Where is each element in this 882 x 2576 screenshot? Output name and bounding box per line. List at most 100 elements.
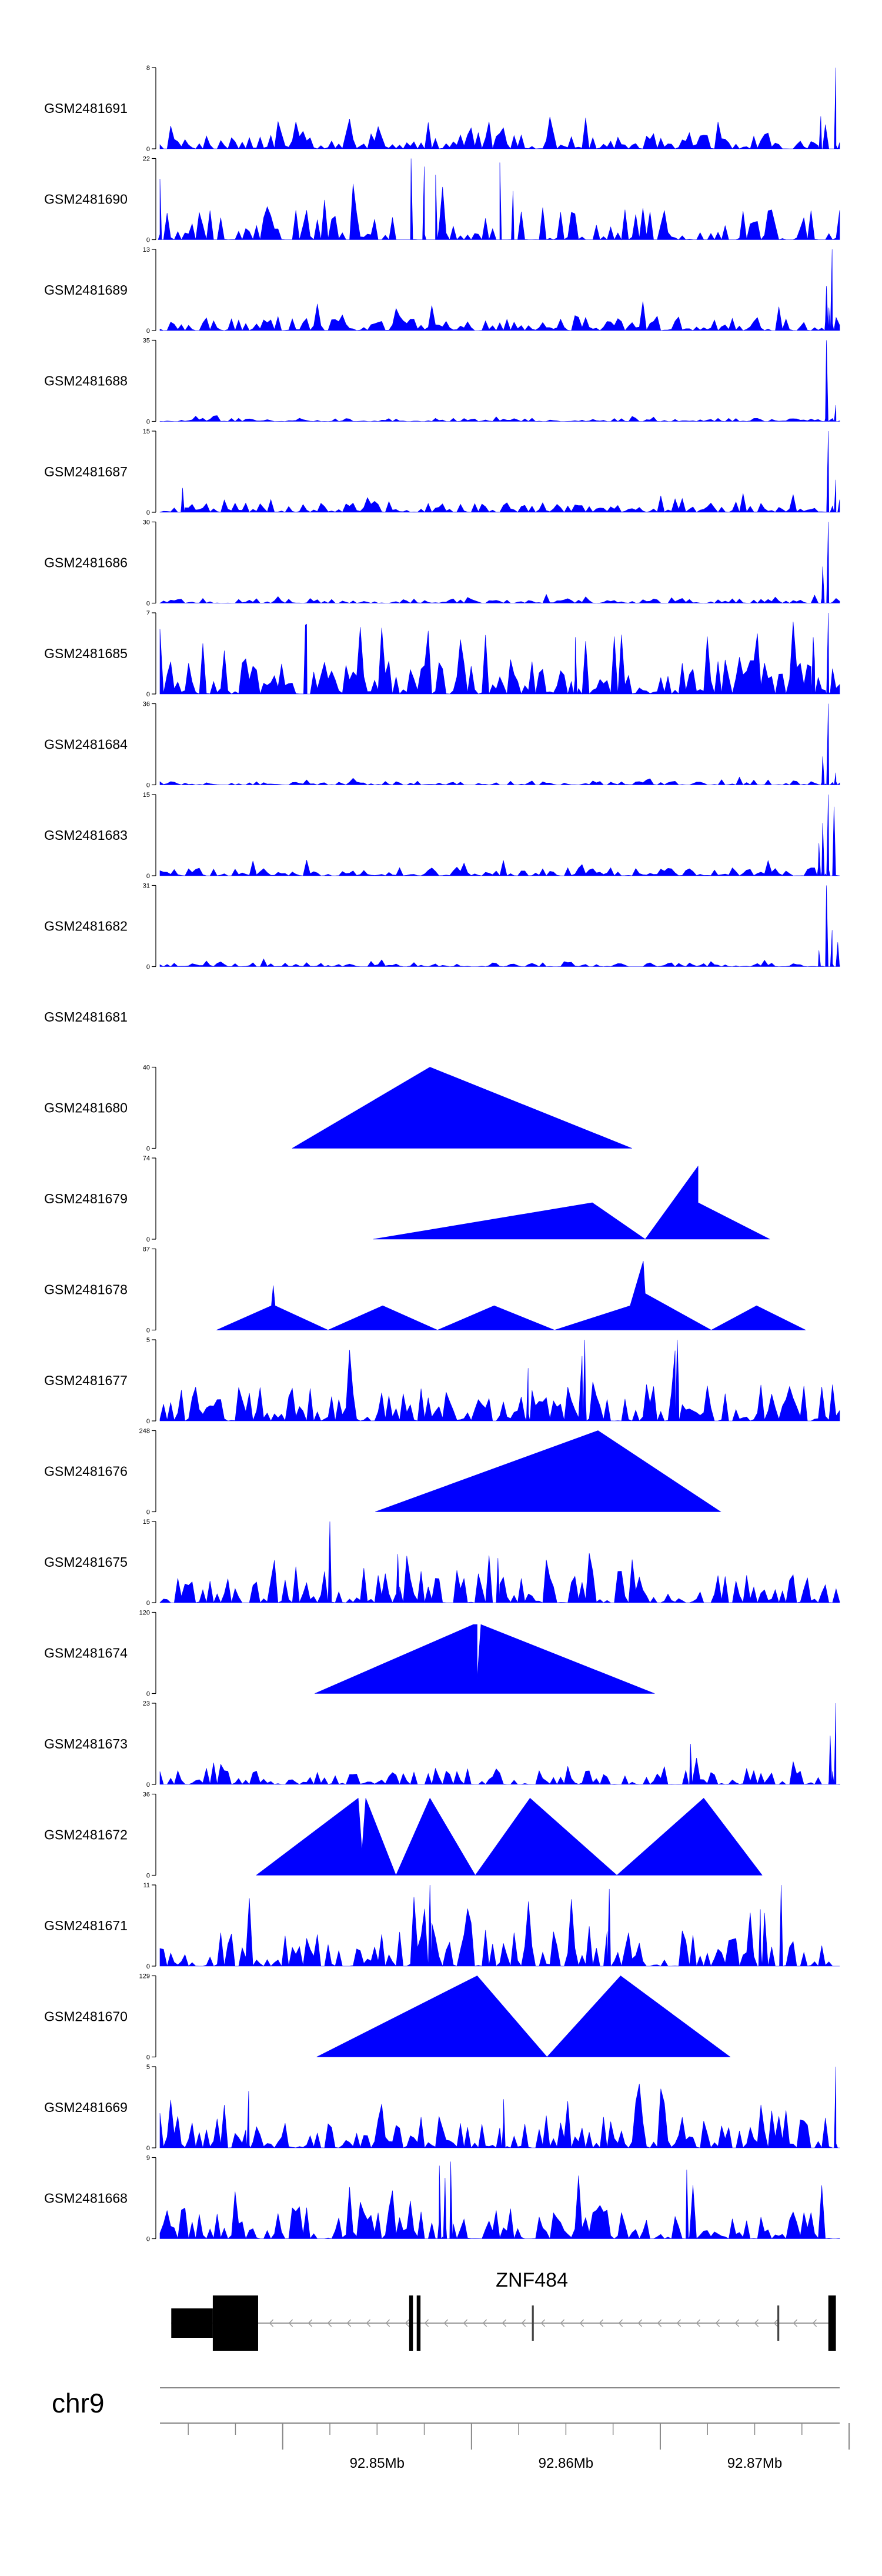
y-axis: 15 0 (143, 792, 156, 880)
y-axis: 70 (146, 610, 156, 698)
y-axis: 74 0 (143, 1155, 156, 1243)
y-axis-max-label: 9 (146, 2155, 150, 2162)
genome-axis: chr9 92.85Mb 92.86Mb 92.87Mb (52, 2387, 850, 2471)
track-label: GSM2481680 (44, 1100, 128, 1116)
y-axis: 36 0 (143, 1791, 156, 1880)
y-axis-max-label: 22 (143, 156, 150, 163)
track-label: GSM2481679 (44, 1191, 128, 1206)
gene-exon (532, 2305, 534, 2341)
y-axis-max-label: 15 (143, 1519, 150, 1526)
track-label: GSM2481674 (44, 1646, 128, 1661)
gene-exon (828, 2295, 836, 2351)
strand-chevron (482, 2319, 487, 2327)
y-axis: 36 0 (143, 701, 156, 789)
track-GSM2481688: GSM2481688 35 0 (44, 338, 840, 426)
coverage-area (315, 1624, 655, 1694)
coverage-area (159, 2161, 840, 2240)
track-GSM2481683: GSM2481683 15 0 (44, 792, 840, 880)
y-axis-zero-label: 0 (146, 1236, 150, 1243)
y-axis-zero-label: 0 (146, 964, 150, 971)
axis-tick-label: 92.86Mb (539, 2455, 593, 2471)
track-GSM2481673: GSM2481673 23 0 (44, 1700, 840, 1788)
track-label: GSM2481678 (44, 1282, 128, 1297)
strand-chevron (405, 2319, 410, 2327)
y-axis-max-label: 8 (146, 65, 150, 72)
strand-chevron (443, 2319, 449, 2327)
coverage-area (158, 158, 840, 241)
track-GSM2481680: GSM2481680 40 0 (44, 1065, 632, 1153)
y-axis-max-label: 15 (143, 792, 150, 799)
coverage-area (159, 612, 840, 695)
strand-chevron (540, 2319, 546, 2327)
track-GSM2481676: GSM2481676 248 0 (44, 1428, 721, 1516)
y-axis-zero-label: 0 (146, 1963, 150, 1970)
gene-exon (777, 2305, 780, 2341)
coverage-area (159, 1339, 840, 1422)
y-axis-max-label: 36 (143, 1791, 150, 1798)
coverage-area (159, 2066, 840, 2148)
coverage-tracks: GSM248169180GSM2481690220GSM2481689130GS… (44, 65, 840, 2243)
coverage-area (292, 1067, 632, 1149)
y-axis-max-label: 5 (146, 2064, 150, 2071)
y-axis-zero-label: 0 (146, 1873, 150, 1880)
track-label: GSM2481681 (44, 1009, 128, 1025)
y-axis-zero-label: 0 (146, 509, 150, 516)
coverage-area (373, 1165, 770, 1240)
track-label: GSM2481669 (44, 2100, 128, 2115)
y-axis: 30 0 (143, 519, 156, 608)
track-label: GSM2481672 (44, 1827, 128, 1843)
track-GSM2481690: GSM2481690 22 0 (44, 156, 840, 244)
y-axis-zero-label: 0 (146, 600, 150, 608)
strand-chevron (579, 2319, 584, 2327)
strand-chevron (618, 2319, 623, 2327)
y-axis-zero-label: 0 (146, 237, 150, 244)
y-axis: 23 0 (143, 1700, 156, 1788)
y-axis: 129 0 (139, 1973, 156, 2061)
strand-chevron (385, 2319, 390, 2327)
y-axis-max-label: 7 (146, 610, 150, 617)
y-axis-max-label: 120 (139, 1610, 150, 1617)
y-axis: 120 0 (139, 1610, 156, 1698)
strand-chevron (773, 2319, 779, 2327)
coverage-area (159, 1884, 840, 1967)
strand-chevron (657, 2319, 662, 2327)
strand-chevron (463, 2319, 468, 2327)
gene-exon (409, 2295, 413, 2351)
coverage-area (159, 522, 840, 603)
strand-chevron (424, 2319, 429, 2327)
track-label: GSM2481687 (44, 464, 128, 479)
y-axis-zero-label: 0 (146, 1509, 150, 1516)
track-GSM2481674: GSM2481674 120 0 (44, 1610, 655, 1698)
strand-chevron (676, 2319, 681, 2327)
y-axis-zero-label: 0 (146, 1781, 150, 1788)
track-label: GSM2481686 (44, 555, 128, 570)
strand-chevron (502, 2319, 507, 2327)
y-axis-zero-label: 0 (146, 328, 150, 335)
y-axis: 11 0 (143, 1882, 156, 1970)
axis-tick-label: 92.87Mb (727, 2455, 782, 2471)
track-GSM2481681: GSM2481681 (44, 1009, 128, 1025)
coverage-area (375, 1430, 721, 1512)
y-axis-max-label: 23 (143, 1700, 150, 1707)
coverage-area (316, 1976, 731, 2057)
strand-chevron (327, 2319, 332, 2327)
track-label: GSM2481668 (44, 2191, 128, 2206)
y-axis-zero-label: 0 (146, 1691, 150, 1698)
y-axis: 15 0 (143, 428, 156, 516)
track-label: GSM2481675 (44, 1554, 128, 1570)
strand-chevron (366, 2319, 371, 2327)
chromosome-label: chr9 (52, 2388, 104, 2418)
track-GSM2481675: GSM2481675 15 0 (44, 1519, 840, 1607)
track-label: GSM2481689 (44, 282, 128, 298)
track-label: GSM2481683 (44, 827, 128, 843)
y-axis-zero-label: 0 (146, 1327, 150, 1334)
y-axis: 15 0 (143, 1519, 156, 1607)
y-axis: 31 0 (143, 883, 156, 971)
track-label: GSM2481690 (44, 192, 128, 207)
y-axis-zero-label: 0 (146, 873, 150, 880)
y-axis: 248 0 (139, 1428, 156, 1516)
track-GSM2481684: GSM2481684 36 0 (44, 701, 840, 789)
strand-chevron (308, 2319, 313, 2327)
y-axis-max-label: 15 (143, 428, 150, 435)
